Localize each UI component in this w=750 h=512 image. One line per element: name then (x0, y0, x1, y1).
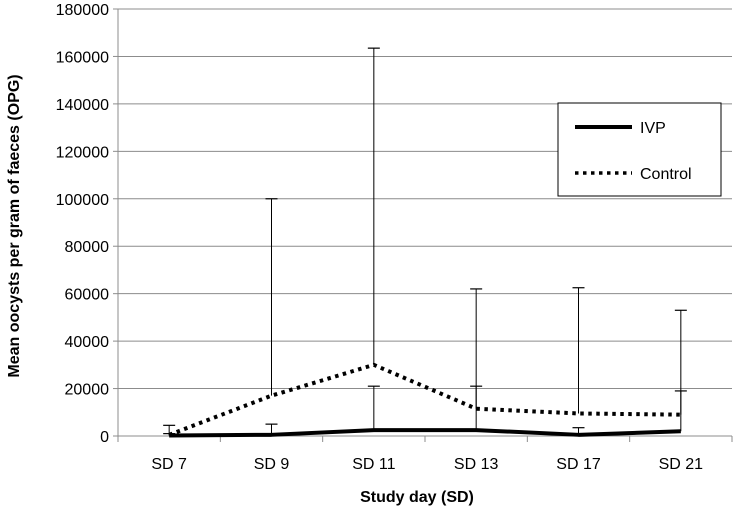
y-tick-label: 60000 (65, 287, 110, 304)
y-tick-label: 180000 (56, 2, 109, 19)
y-tick-label: 0 (100, 429, 109, 446)
y-tick-label: 160000 (56, 49, 109, 66)
series-lines (168, 362, 681, 438)
x-tick-label: SD 9 (254, 456, 290, 473)
legend-ivp-label: IVP (640, 120, 666, 137)
legend: IVP Control (557, 102, 722, 197)
y-tick-label: 20000 (65, 382, 110, 399)
x-tick-label: SD 21 (659, 456, 704, 473)
y-axis-title: Mean oocysts per gram of faeces (OPG) (6, 74, 23, 377)
x-tick-label: SD 13 (454, 456, 499, 473)
y-tick-label: 100000 (56, 192, 109, 209)
series-line-control (168, 362, 681, 437)
legend-box (557, 102, 722, 197)
x-axis-title: Study day (SD) (360, 489, 474, 506)
gridlines (118, 8, 732, 390)
x-tick-label: SD 11 (352, 456, 395, 473)
y-tick-label: 80000 (65, 239, 110, 256)
y-tick-label: 140000 (56, 97, 109, 114)
x-tick-label: SD 17 (556, 456, 601, 473)
tick-labels: 0 20000 40000 60000 80000 100000 120000 140000 1… (56, 2, 704, 473)
legend-control-label: Control (640, 166, 692, 183)
y-tick-label: 40000 (65, 334, 110, 351)
y-tick-label: 120000 (56, 144, 109, 161)
series-line-ivp (169, 428, 681, 438)
error-bars (163, 47, 687, 436)
x-tick-label: SD 7 (151, 456, 187, 473)
